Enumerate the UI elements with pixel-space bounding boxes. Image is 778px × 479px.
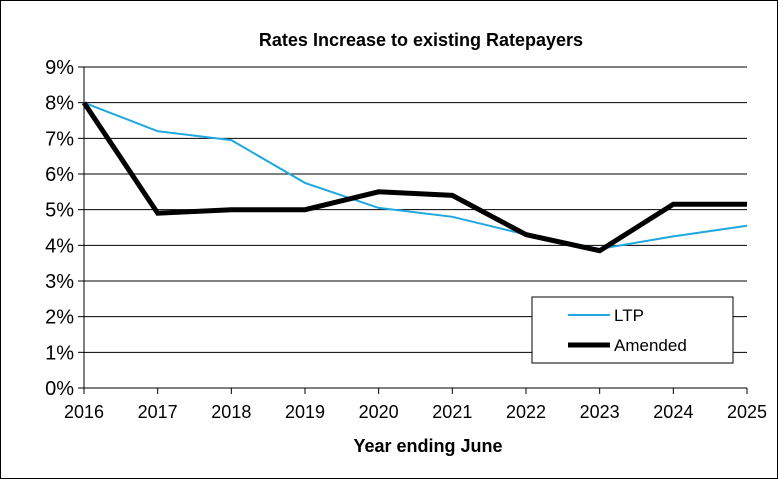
- x-tick-label: 2022: [506, 402, 546, 422]
- x-tick-label: 2024: [653, 402, 693, 422]
- y-axis-tick-labels: 0% 1% 2% 3% 4% 5% 6% 7% 8% 9%: [45, 57, 74, 400]
- axes: [78, 66, 748, 394]
- x-tick-label: 2020: [359, 402, 399, 422]
- legend: LTP Amended: [531, 296, 734, 364]
- y-tick-label: 4%: [45, 235, 74, 257]
- x-tick-label: 2018: [211, 402, 251, 422]
- y-tick-label: 3%: [45, 271, 74, 293]
- y-tick-label: 0%: [45, 378, 74, 400]
- y-tick-label: 6%: [45, 164, 74, 186]
- series-line-amended: [81, 101, 747, 254]
- series-line-ltp: [83, 101, 748, 250]
- series-lines: [81, 101, 748, 254]
- y-tick-label: 9%: [45, 57, 74, 79]
- legend-box: [531, 296, 734, 364]
- x-tick-label: 2021: [432, 402, 472, 422]
- legend-label-amended: Amended: [614, 336, 687, 355]
- x-tick-label: 2019: [285, 402, 325, 422]
- legend-label-ltp: LTP: [614, 306, 644, 325]
- y-tick-label: 5%: [45, 200, 74, 222]
- x-axis-tick-labels: 2016 2017 2018 2019 2020 2021 2022 2023 2024 2025: [64, 402, 767, 422]
- x-tick-label: 2017: [138, 402, 178, 422]
- x-axis-label: Year ending June: [353, 436, 502, 456]
- y-tick-label: 2%: [45, 307, 74, 329]
- x-tick-label: 2025: [727, 402, 767, 422]
- y-tick-label: 7%: [45, 128, 74, 150]
- y-tick-label: 1%: [45, 342, 74, 364]
- x-tick-label: 2023: [580, 402, 620, 422]
- x-tick-label: 2016: [64, 402, 104, 422]
- chart-title: Rates Increase to existing Ratepayers: [259, 30, 583, 50]
- y-tick-label: 8%: [45, 93, 74, 115]
